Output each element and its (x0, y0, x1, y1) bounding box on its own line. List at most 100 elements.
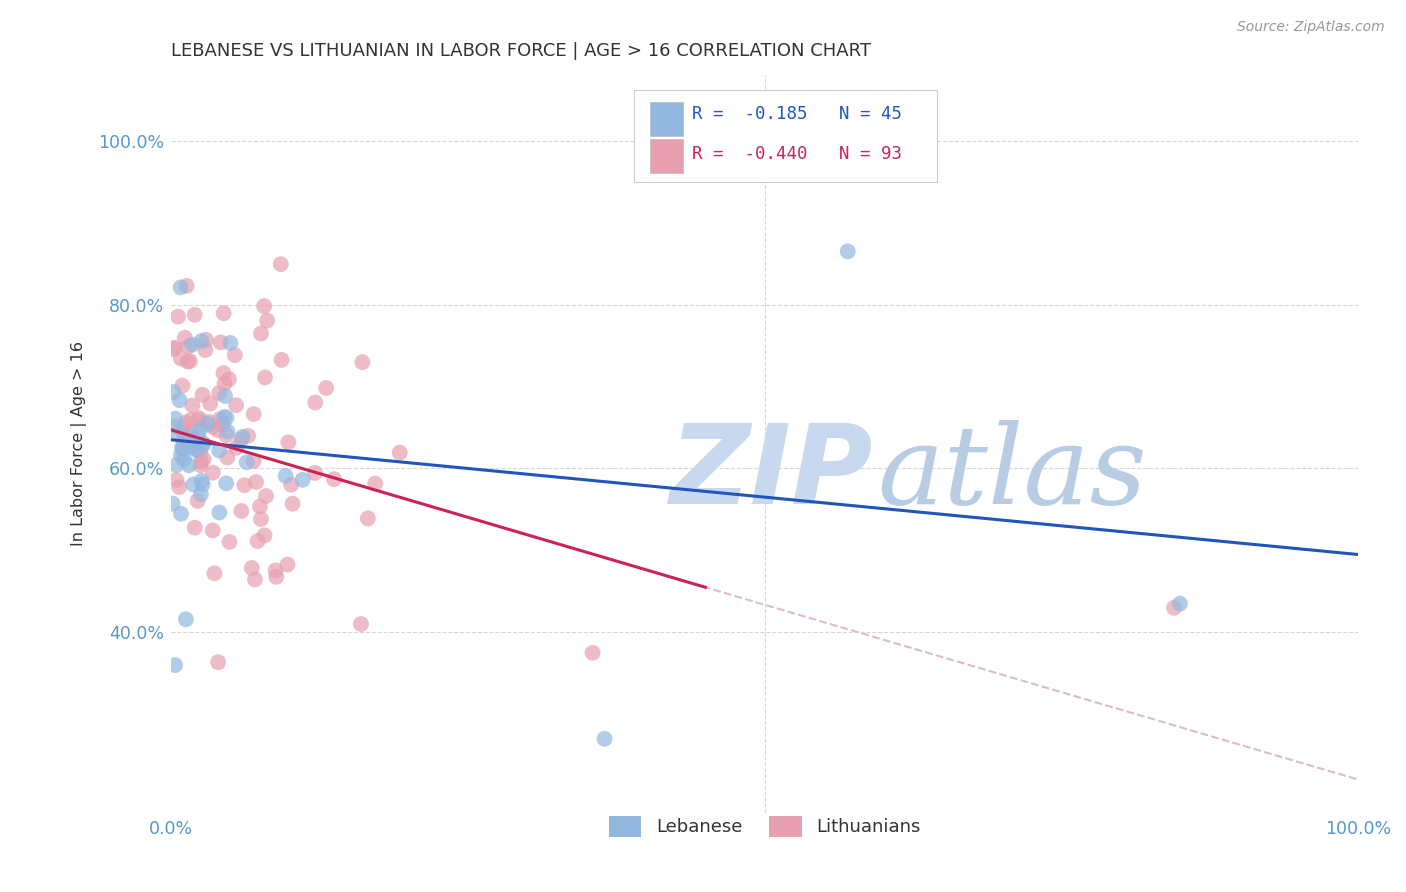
Point (169, 480, 191, 494)
Point (304, 395, 326, 409)
Text: R =  -0.440   N = 93: R = -0.440 N = 93 (692, 145, 903, 163)
Point (274, 468, 297, 483)
Point (187, 429, 209, 443)
Point (212, 366, 235, 380)
Point (350, 617, 373, 632)
Point (357, 511, 380, 525)
Point (181, 399, 204, 413)
Point (163, 341, 186, 355)
Point (176, 278, 198, 293)
Point (180, 413, 202, 427)
Point (165, 473, 187, 487)
Point (208, 443, 231, 458)
Point (190, 334, 212, 348)
Point (214, 409, 236, 424)
Point (174, 612, 197, 626)
Point (201, 524, 224, 538)
Point (170, 441, 193, 455)
Point (181, 477, 204, 491)
Point (264, 570, 287, 584)
Point (193, 438, 215, 452)
Y-axis label: In Labor Force | Age > 16: In Labor Force | Age > 16 (72, 342, 87, 547)
Point (1168, 597, 1191, 611)
Text: R =  -0.185   N = 45: R = -0.185 N = 45 (692, 104, 903, 122)
Point (165, 411, 187, 425)
Point (593, 731, 616, 746)
Point (270, 353, 292, 368)
Point (215, 476, 238, 491)
Text: LEBANESE VS LITHUANIAN IN LABOR FORCE | AGE > 16 CORRELATION CHART: LEBANESE VS LITHUANIAN IN LABOR FORCE | … (172, 42, 872, 60)
Point (276, 558, 298, 572)
Point (179, 354, 201, 368)
Point (187, 413, 209, 427)
Point (209, 335, 232, 350)
Point (190, 454, 212, 468)
Point (194, 343, 217, 357)
Point (183, 308, 205, 322)
Point (190, 487, 212, 501)
Point (225, 398, 247, 412)
Point (224, 348, 246, 362)
Point (191, 436, 214, 450)
Point (188, 446, 211, 460)
Point (253, 299, 276, 313)
Point (214, 376, 236, 391)
Point (170, 351, 193, 366)
Point (211, 417, 233, 432)
Point (191, 388, 214, 402)
Point (219, 336, 242, 351)
Point (240, 561, 263, 575)
Point (218, 535, 240, 549)
Point (181, 440, 204, 454)
Point (254, 489, 277, 503)
Point (277, 435, 299, 450)
Point (198, 415, 221, 429)
Point (194, 333, 217, 347)
Point (179, 437, 201, 451)
Point (231, 430, 253, 444)
FancyBboxPatch shape (650, 103, 683, 136)
Point (177, 339, 200, 353)
Point (280, 477, 302, 491)
Point (207, 423, 229, 437)
Point (162, 497, 184, 511)
Point (250, 512, 273, 526)
Point (250, 326, 273, 341)
Point (315, 381, 337, 395)
Point (231, 433, 253, 447)
Point (177, 458, 200, 473)
Point (165, 658, 187, 673)
Point (364, 476, 387, 491)
Point (209, 412, 232, 426)
Point (270, 257, 292, 271)
Point (183, 521, 205, 535)
Point (186, 442, 208, 457)
Point (162, 342, 184, 356)
Text: atlas: atlas (877, 419, 1147, 527)
Point (388, 445, 411, 459)
Point (242, 454, 264, 468)
Point (172, 442, 194, 457)
Point (165, 419, 187, 434)
Point (170, 280, 193, 294)
Point (235, 455, 257, 469)
Point (207, 655, 229, 669)
Point (200, 396, 222, 410)
Point (176, 354, 198, 368)
Point (323, 472, 346, 486)
FancyBboxPatch shape (650, 138, 683, 172)
Legend: Lebanese, Lithuanians: Lebanese, Lithuanians (602, 809, 928, 844)
Point (173, 419, 195, 434)
Point (215, 428, 238, 442)
Point (181, 337, 204, 351)
Point (173, 452, 195, 467)
Point (193, 452, 215, 467)
Point (208, 386, 231, 401)
Point (166, 458, 188, 472)
Point (174, 416, 197, 430)
Point (231, 504, 253, 518)
Point (172, 434, 194, 448)
Point (191, 477, 214, 491)
Point (837, 244, 859, 259)
Point (169, 393, 191, 408)
